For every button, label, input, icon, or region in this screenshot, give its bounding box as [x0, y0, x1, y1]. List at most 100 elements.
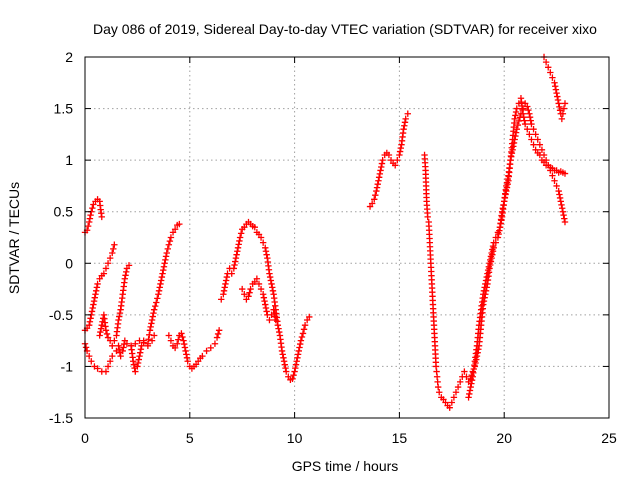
data-point — [263, 308, 270, 315]
y-tick-label: -1.5 — [49, 410, 73, 426]
data-point — [558, 115, 566, 123]
data-point — [234, 248, 241, 255]
data-point — [271, 313, 279, 320]
data-point — [290, 371, 297, 379]
data-point — [559, 208, 567, 215]
data-point — [157, 280, 164, 288]
data-point — [138, 342, 145, 349]
data-point — [171, 344, 179, 352]
data-point — [245, 293, 252, 300]
data-point — [150, 332, 158, 339]
data-point — [561, 218, 569, 226]
data-point — [236, 234, 244, 241]
data-point — [251, 223, 258, 231]
y-tick-label: 0 — [65, 255, 73, 271]
data-point — [203, 347, 210, 355]
data-point — [512, 112, 519, 119]
data-point — [117, 352, 124, 360]
data-point — [528, 136, 535, 143]
data-point — [111, 337, 118, 344]
data-point — [525, 106, 532, 114]
data-point — [494, 229, 502, 236]
data-point — [115, 316, 122, 324]
data-point — [556, 103, 563, 111]
data-point — [145, 336, 152, 343]
data-point — [296, 344, 303, 351]
data-point — [524, 103, 531, 110]
data-point — [123, 340, 131, 347]
data-point — [162, 256, 169, 264]
x-tick-labels: 0 5 10 15 20 25 — [81, 430, 617, 446]
data-point — [278, 347, 286, 355]
data-point — [269, 284, 276, 291]
data-series — [366, 110, 411, 210]
data-point — [166, 237, 174, 245]
data-point — [489, 246, 496, 253]
data-point — [123, 268, 130, 276]
data-point — [514, 121, 522, 129]
data-point — [526, 113, 534, 121]
data-point — [85, 218, 93, 226]
data-point — [121, 275, 129, 282]
data-point — [134, 359, 142, 367]
data-point — [144, 340, 152, 347]
data-point — [377, 167, 384, 174]
data-point — [553, 89, 560, 97]
data-point — [526, 131, 533, 138]
data-point — [555, 100, 562, 107]
data-points — [81, 53, 569, 411]
data-point — [132, 368, 139, 375]
data-point — [508, 150, 516, 157]
data-point — [507, 156, 514, 164]
data-point — [385, 151, 393, 159]
data-point — [280, 358, 288, 365]
data-point — [402, 115, 409, 123]
data-point — [515, 117, 523, 125]
data-point — [512, 132, 519, 140]
data-point — [295, 347, 302, 355]
data-point — [454, 383, 462, 391]
data-point — [109, 352, 116, 360]
data-point — [521, 117, 528, 124]
data-point — [130, 361, 138, 368]
data-point — [485, 263, 493, 270]
data-point — [513, 105, 520, 112]
data-point — [536, 141, 544, 148]
data-point — [375, 177, 382, 184]
data-point — [221, 284, 228, 291]
y-tick-label: 1.5 — [54, 101, 74, 117]
data-point — [555, 187, 562, 195]
data-point — [542, 58, 550, 66]
data-point — [259, 239, 267, 246]
data-point — [222, 277, 230, 284]
data-point — [262, 304, 270, 312]
data-point — [530, 141, 537, 148]
data-point — [247, 285, 254, 293]
data-point — [236, 237, 243, 245]
data-point — [558, 205, 566, 212]
data-point — [540, 151, 548, 159]
data-point — [104, 260, 112, 267]
data-point — [436, 389, 443, 396]
data-point — [534, 136, 541, 143]
data-point — [538, 146, 546, 154]
data-point — [279, 351, 286, 358]
data-point — [396, 151, 403, 159]
data-point — [222, 280, 229, 288]
data-point — [489, 242, 497, 250]
data-point — [183, 351, 190, 358]
data-point — [150, 306, 158, 313]
data-series — [540, 53, 569, 123]
data-point — [119, 347, 126, 355]
data-point — [461, 368, 468, 375]
data-point — [270, 306, 277, 313]
data-point — [297, 337, 305, 344]
data-point — [241, 291, 248, 298]
data-point — [97, 325, 105, 332]
data-point — [549, 74, 556, 81]
data-point — [282, 364, 289, 372]
data-point — [125, 262, 133, 269]
data-point — [220, 287, 228, 294]
x-tick-label: 25 — [601, 430, 617, 446]
